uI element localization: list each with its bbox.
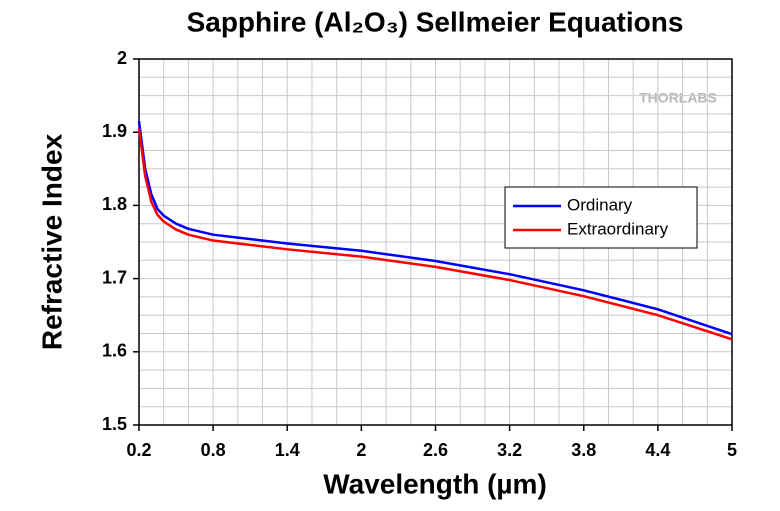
series-line	[137, 121, 733, 336]
y-tick-label: 2	[117, 48, 127, 68]
x-tick-label: 0.8	[201, 440, 226, 460]
y-tick-label: 1.5	[102, 414, 127, 434]
chart-title: Sapphire (Al₂O₃) Sellmeier Equations	[187, 6, 684, 37]
x-tick-label: 3.2	[497, 440, 522, 460]
x-tick-label: 2	[356, 440, 366, 460]
y-tick-label: 1.6	[102, 341, 127, 361]
series-line	[137, 128, 733, 341]
x-tick-label: 2.6	[423, 440, 448, 460]
x-axis-label: Wavelength (µm)	[323, 468, 547, 499]
legend-box	[504, 186, 698, 249]
x-tick-label: 0.2	[126, 440, 151, 460]
legend-label: Extraordinary	[567, 219, 669, 238]
watermark: THORLABS	[639, 90, 717, 106]
x-tick-label: 5	[727, 440, 737, 460]
y-tick-label: 1.7	[102, 267, 127, 287]
x-tick-label: 1.4	[275, 440, 300, 460]
y-tick-label: 1.9	[102, 121, 127, 141]
y-axis-label: Refractive Index	[36, 133, 67, 350]
y-tick-label: 1.8	[102, 194, 127, 214]
legend-label: Ordinary	[567, 195, 633, 214]
x-tick-label: 4.4	[645, 440, 670, 460]
x-tick-label: 3.8	[571, 440, 596, 460]
